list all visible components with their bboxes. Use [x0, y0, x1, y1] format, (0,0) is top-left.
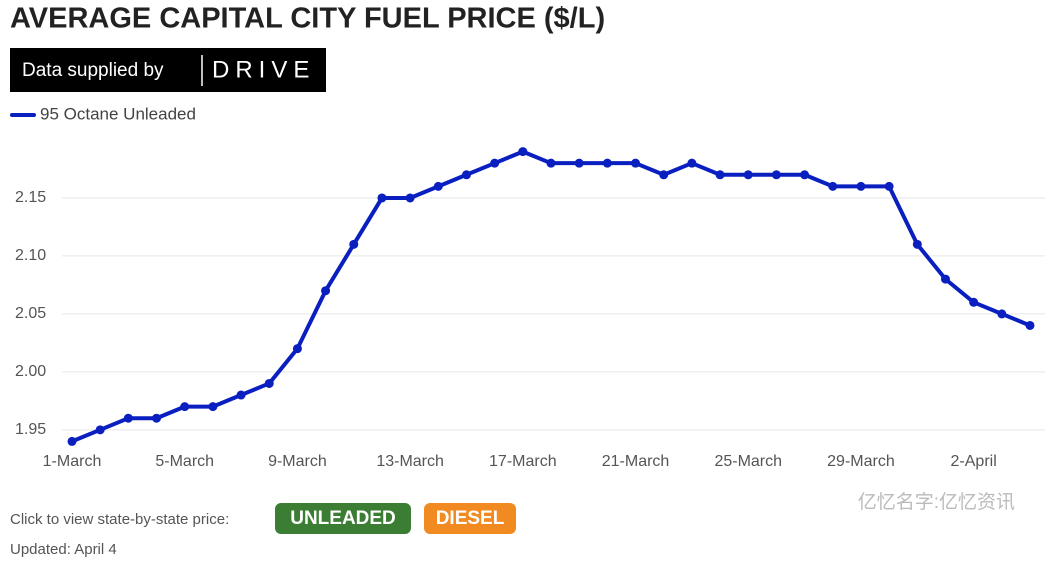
legend-label: 95 Octane Unleaded: [40, 104, 196, 123]
brand-box: [10, 48, 326, 92]
data-point: [574, 158, 584, 168]
data-point: [349, 239, 359, 249]
unleaded-button[interactable]: [275, 503, 411, 534]
brand-logo: DRIVE: [212, 56, 315, 83]
plot: 1.95 2.00 2.05 2.10 2.15 1-March 5-March 9-Marc…: [15, 147, 1045, 470]
series-line: [71, 149, 1031, 444]
supplied-by: Data supplied by: [22, 60, 164, 81]
prompt: Click to view state-by-state price:: [10, 511, 229, 528]
data-point: [800, 170, 810, 180]
diesel-button[interactable]: [424, 503, 516, 534]
y-tick-label: 1.95: [15, 421, 46, 438]
unleaded-button-label[interactable]: UNLEADED: [290, 508, 396, 529]
data-point: [208, 402, 218, 412]
data-point: [884, 181, 894, 191]
data-point: [461, 170, 471, 180]
data-point: [236, 390, 246, 400]
data-point: [940, 274, 950, 284]
data-point: [856, 181, 866, 191]
y-tick-label: 2.15: [15, 189, 46, 206]
x-tick-label: 2-April: [951, 453, 997, 470]
updated: Updated: April 4: [10, 541, 117, 558]
data-point: [743, 170, 753, 180]
data-point: [490, 158, 500, 168]
x-tick-label: 25-March: [714, 453, 782, 470]
data-point: [152, 413, 162, 423]
data-point: [997, 309, 1007, 319]
y-tick-label: 2.10: [15, 247, 46, 264]
data-point: [67, 436, 77, 446]
data-point: [659, 170, 669, 180]
data-point: [1025, 320, 1035, 330]
watermark: 亿忆名字:亿忆资讯: [858, 491, 1015, 513]
data-point: [602, 158, 612, 168]
data-point: [377, 193, 387, 203]
data-point: [771, 170, 781, 180]
data-point: [405, 193, 415, 203]
data-point: [95, 425, 105, 435]
x-tick-label: 5-March: [155, 453, 214, 470]
y-tick-label: 2.00: [15, 363, 46, 380]
y-tick-label: 2.05: [15, 305, 46, 322]
data-point: [264, 378, 274, 388]
data-point: [321, 286, 331, 296]
data-point: [180, 402, 190, 412]
data-point: [292, 344, 302, 354]
x-tick-label: 1-March: [43, 453, 102, 470]
data-point: [912, 239, 922, 249]
data-point: [687, 158, 697, 168]
x-tick-label: 9-March: [268, 453, 327, 470]
data-point: [518, 147, 528, 157]
title: AVERAGE CAPITAL CITY FUEL PRICE ($/L): [10, 3, 605, 35]
data-point: [123, 413, 133, 423]
data-point: [828, 181, 838, 191]
data-point: [715, 170, 725, 180]
x-tick-label: 21-March: [602, 453, 670, 470]
x-tick-label: 17-March: [489, 453, 557, 470]
x-tick-label: 29-March: [827, 453, 895, 470]
diesel-button-label[interactable]: DIESEL: [436, 508, 505, 529]
data-point: [546, 158, 556, 168]
x-tick-label: 13-March: [376, 453, 444, 470]
data-point: [433, 181, 443, 191]
data-point: [631, 158, 641, 168]
data-point: [969, 297, 979, 307]
